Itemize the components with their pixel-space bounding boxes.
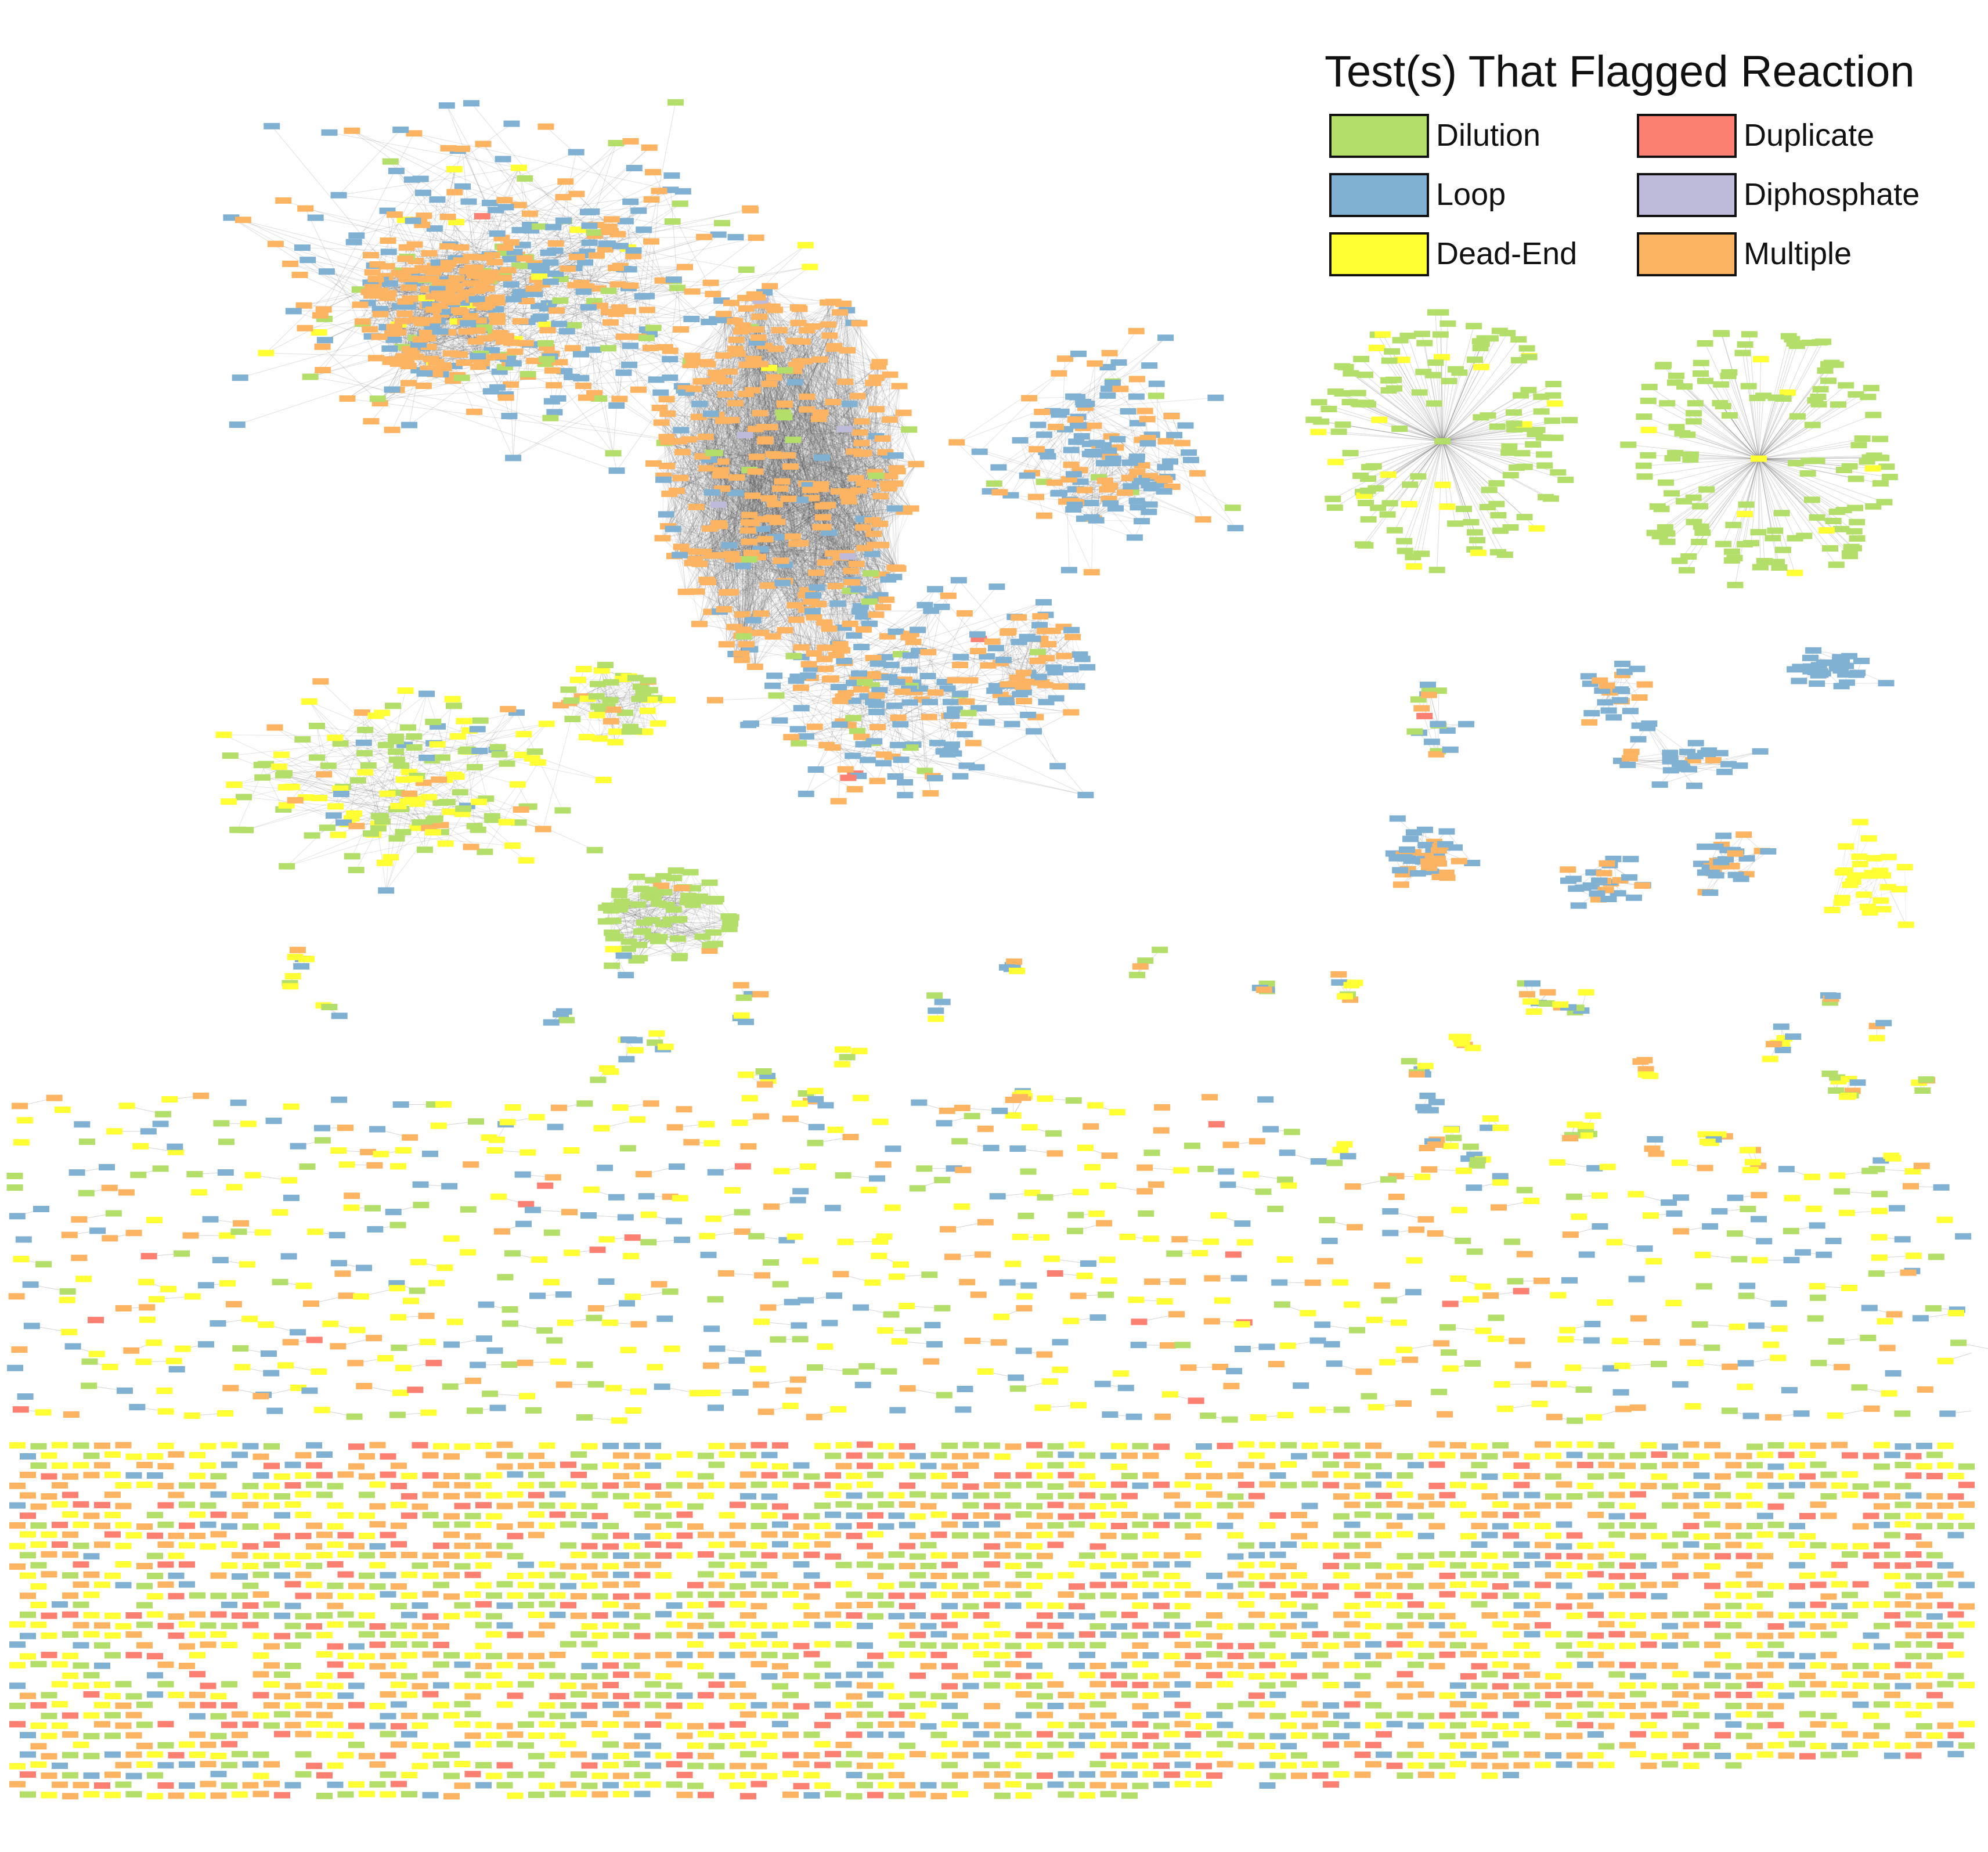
reaction-edge: [587, 251, 629, 311]
reaction-edge: [605, 203, 681, 250]
reaction-edge: [539, 272, 711, 283]
reaction-edge: [489, 203, 587, 287]
reaction-edge: [457, 150, 652, 242]
reaction-edge: [670, 287, 678, 351]
reaction-edge: [496, 300, 722, 358]
reaction-edge: [356, 181, 566, 236]
reaction-edge: [586, 266, 685, 287]
reaction-edge: [452, 169, 455, 381]
reaction-edge: [564, 347, 666, 372]
reaction-edge: [338, 129, 401, 196]
reaction-edge: [776, 695, 1012, 725]
reaction-edge: [407, 257, 731, 321]
reaction-edge: [589, 243, 595, 394]
reaction-edge: [575, 284, 617, 471]
reaction-edge: [409, 269, 625, 426]
reaction-edge: [588, 307, 614, 453]
reaction-edge: [434, 242, 590, 363]
reaction-edge: [565, 181, 610, 228]
reaction-edge: [623, 244, 806, 373]
reaction-edge: [414, 133, 671, 190]
reaction-edge: [315, 217, 526, 258]
reaction-edge: [776, 639, 979, 696]
reaction-edge: [352, 130, 587, 253]
reaction-edge: [625, 221, 692, 319]
reaction-edge: [302, 247, 517, 255]
reaction-edge: [800, 687, 802, 708]
reaction-edge: [435, 262, 586, 266]
reaction-edge: [928, 652, 954, 754]
reaction-edge: [638, 266, 810, 390]
reaction-edge: [537, 279, 620, 399]
reaction-edge: [468, 190, 659, 315]
reaction-edge: [616, 365, 691, 471]
reaction-edge: [446, 105, 503, 247]
reaction-edge: [684, 234, 719, 268]
reaction-edge: [412, 150, 459, 180]
reaction-edge: [572, 348, 736, 377]
reaction-edge: [310, 376, 680, 442]
reaction-edge: [517, 784, 530, 807]
reaction-edge: [462, 186, 597, 226]
reaction-edge: [305, 208, 377, 359]
reaction-edge: [513, 398, 620, 459]
reaction-edge: [555, 152, 577, 251]
reaction-edge: [456, 219, 612, 222]
reaction-edge: [670, 189, 681, 330]
reaction-edge: [377, 379, 656, 399]
reaction-edge: [552, 287, 629, 371]
reaction-edge: [801, 708, 856, 774]
reaction-edge: [445, 813, 463, 844]
reaction-edge: [305, 208, 525, 259]
reaction-edge: [271, 125, 492, 392]
reaction-edge: [467, 234, 719, 305]
reaction-edge: [551, 143, 616, 354]
reaction-edge: [423, 376, 572, 386]
reaction-edge: [338, 167, 519, 196]
reaction-edge: [408, 366, 614, 454]
reaction-edge: [424, 152, 576, 217]
reaction-edge: [438, 140, 631, 263]
reaction-edge: [616, 102, 676, 406]
reaction-edge: [806, 736, 1086, 795]
reaction-edge: [231, 217, 399, 325]
reaction-edge: [323, 370, 617, 471]
reaction-edge: [913, 642, 1029, 673]
reaction-edge: [266, 169, 455, 354]
reaction-edge: [651, 241, 663, 281]
reaction-edge: [876, 711, 954, 754]
reaction-edge: [322, 346, 381, 403]
reaction-edge: [547, 291, 692, 309]
reaction-edge: [388, 236, 705, 241]
reaction-edge: [550, 251, 588, 419]
reaction-edge: [446, 105, 536, 266]
reaction-edge: [606, 210, 639, 244]
reaction-edge: [513, 359, 670, 459]
reaction-edge: [772, 685, 954, 754]
reaction-edge: [1035, 716, 1058, 766]
reaction-edge: [539, 268, 575, 307]
reaction-edge: [324, 210, 388, 319]
reaction-edge: [546, 126, 639, 211]
reaction-edge: [527, 268, 616, 322]
reaction-edge: [586, 255, 634, 287]
reaction-edge: [329, 132, 519, 168]
reaction-edge: [776, 695, 856, 774]
reaction-edge: [305, 311, 449, 329]
reaction-edge: [376, 318, 692, 359]
reaction-edge: [647, 190, 659, 330]
reaction-edge: [571, 237, 756, 377]
reaction-edge: [467, 236, 705, 305]
reaction-edge: [480, 302, 680, 442]
reaction-edge: [638, 241, 652, 337]
reaction-edge: [448, 217, 587, 398]
reaction-edge: [347, 398, 680, 442]
reaction-edge: [918, 651, 925, 771]
